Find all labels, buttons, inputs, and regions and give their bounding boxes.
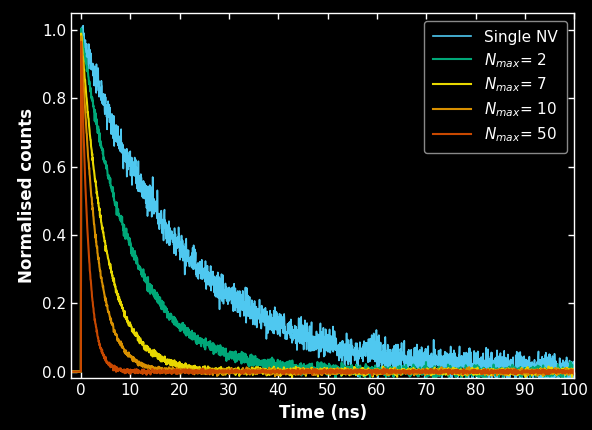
- $N_{max}$= 50: [571, 369, 578, 374]
- Single NV: [418, 356, 425, 361]
- $N_{max}$= 7: [571, 370, 578, 375]
- $N_{max}$= 50: [192, 368, 199, 373]
- $N_{max}$= 10: [332, 366, 339, 372]
- $N_{max}$= 7: [332, 370, 339, 375]
- $N_{max}$= 50: [105, 361, 112, 366]
- $N_{max}$= 2: [53, 369, 60, 374]
- $N_{max}$= 7: [418, 370, 425, 375]
- $N_{max}$= 2: [571, 372, 578, 378]
- $N_{max}$= 50: [53, 369, 60, 374]
- $N_{max}$= 7: [184, 363, 191, 368]
- Single NV: [79, 23, 86, 28]
- $N_{max}$= 7: [192, 365, 199, 370]
- Y-axis label: Normalised counts: Normalised counts: [18, 108, 36, 283]
- Single NV: [332, 348, 339, 353]
- Single NV: [569, 393, 576, 398]
- $N_{max}$= 50: [418, 369, 425, 374]
- Line: $N_{max}$= 2: $N_{max}$= 2: [56, 28, 574, 380]
- $N_{max}$= 2: [78, 26, 85, 31]
- $N_{max}$= 10: [105, 308, 112, 313]
- $N_{max}$= 7: [53, 369, 60, 374]
- $N_{max}$= 50: [229, 370, 236, 375]
- $N_{max}$= 2: [458, 377, 465, 382]
- $N_{max}$= 10: [272, 374, 279, 379]
- $N_{max}$= 10: [192, 370, 199, 375]
- $N_{max}$= 2: [184, 332, 191, 337]
- Single NV: [184, 258, 191, 263]
- $N_{max}$= 50: [184, 368, 191, 373]
- Line: $N_{max}$= 7: $N_{max}$= 7: [56, 34, 574, 377]
- $N_{max}$= 10: [571, 371, 578, 376]
- $N_{max}$= 10: [418, 367, 425, 372]
- $N_{max}$= 2: [418, 371, 425, 376]
- Line: $N_{max}$= 10: $N_{max}$= 10: [56, 36, 574, 376]
- $N_{max}$= 10: [229, 369, 236, 374]
- Line: $N_{max}$= 50: $N_{max}$= 50: [56, 42, 574, 375]
- $N_{max}$= 7: [105, 256, 112, 261]
- $N_{max}$= 10: [78, 34, 85, 39]
- $N_{max}$= 2: [229, 356, 236, 361]
- Single NV: [229, 297, 236, 302]
- $N_{max}$= 10: [184, 368, 191, 373]
- X-axis label: Time (ns): Time (ns): [279, 404, 366, 422]
- $N_{max}$= 50: [332, 369, 339, 375]
- Single NV: [53, 369, 60, 374]
- $N_{max}$= 7: [229, 368, 236, 373]
- $N_{max}$= 10: [53, 369, 60, 374]
- $N_{max}$= 2: [105, 175, 112, 180]
- $N_{max}$= 2: [192, 335, 199, 341]
- Single NV: [571, 366, 578, 371]
- $N_{max}$= 50: [368, 373, 375, 378]
- Legend: Single NV, $N_{max}$= 2, $N_{max}$= 7, $N_{max}$= 10, $N_{max}$= 50: Single NV, $N_{max}$= 2, $N_{max}$= 7, $…: [424, 21, 567, 153]
- $N_{max}$= 2: [332, 377, 339, 382]
- $N_{max}$= 50: [78, 39, 85, 44]
- $N_{max}$= 7: [78, 31, 85, 36]
- $N_{max}$= 7: [288, 375, 295, 380]
- Single NV: [192, 258, 199, 263]
- Single NV: [105, 106, 112, 111]
- Line: Single NV: Single NV: [56, 26, 574, 395]
